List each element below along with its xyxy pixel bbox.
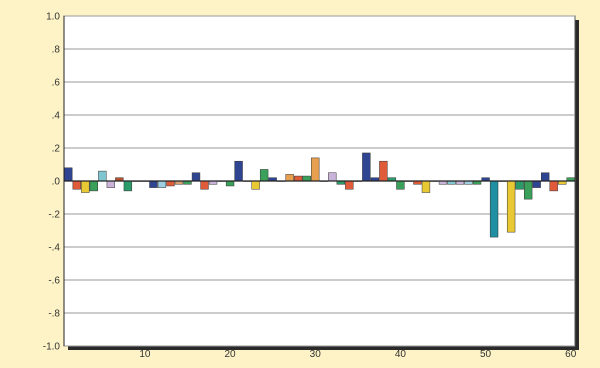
y-tick-label: .6 — [52, 78, 61, 89]
bar — [523, 180, 533, 200]
bar — [98, 170, 107, 182]
x-tick-label: 60 — [565, 349, 577, 360]
y-tick-label: -.6 — [48, 276, 60, 287]
bar — [302, 175, 311, 182]
x-tick-label: 20 — [225, 349, 237, 360]
y-tick-labels: 1.0 .8 .6 .4 .2 .0 -.2 -.4 -.6 -.8 -1.0 — [43, 12, 61, 353]
bar — [259, 169, 269, 182]
y-tick-label: .0 — [52, 177, 61, 188]
bar — [506, 180, 516, 233]
bar — [149, 180, 158, 188]
bar — [362, 152, 371, 182]
y-tick-label: -.4 — [48, 243, 60, 254]
bar — [345, 180, 354, 190]
bar — [311, 157, 320, 182]
bar — [157, 180, 167, 188]
bar — [64, 167, 73, 182]
y-tick-label: -1.0 — [43, 342, 61, 353]
x-tick-labels: 10 20 30 40 50 60 — [139, 349, 576, 360]
bar — [294, 175, 303, 182]
bar — [549, 180, 558, 192]
bar — [81, 180, 90, 193]
x-tick-label: 30 — [310, 349, 322, 360]
bar — [421, 180, 431, 193]
bar — [285, 174, 294, 182]
bar — [328, 172, 337, 182]
y-tick-label: 1.0 — [46, 12, 60, 23]
bar — [191, 172, 201, 182]
y-tick-label: .4 — [52, 111, 61, 122]
y-tick-label: -.2 — [48, 210, 60, 221]
bar — [251, 180, 260, 190]
bar — [89, 180, 98, 192]
bar — [166, 180, 175, 187]
bar — [123, 180, 133, 192]
y-tick-label: -.8 — [48, 309, 60, 320]
bar — [106, 180, 116, 188]
bar — [379, 160, 388, 182]
y-tick-label: .2 — [52, 144, 61, 155]
bar — [72, 180, 81, 190]
axes — [63, 16, 575, 346]
bar — [234, 160, 243, 182]
bar — [515, 180, 524, 190]
bar — [200, 180, 209, 190]
x-tick-label: 50 — [480, 349, 492, 360]
bar — [396, 180, 405, 190]
x-tick-label: 40 — [395, 349, 407, 360]
y-tick-label: .8 — [52, 45, 61, 56]
bar — [541, 172, 550, 182]
bar — [489, 180, 499, 238]
bar — [532, 180, 541, 188]
x-tick-label: 10 — [139, 349, 151, 360]
bar — [225, 180, 235, 187]
